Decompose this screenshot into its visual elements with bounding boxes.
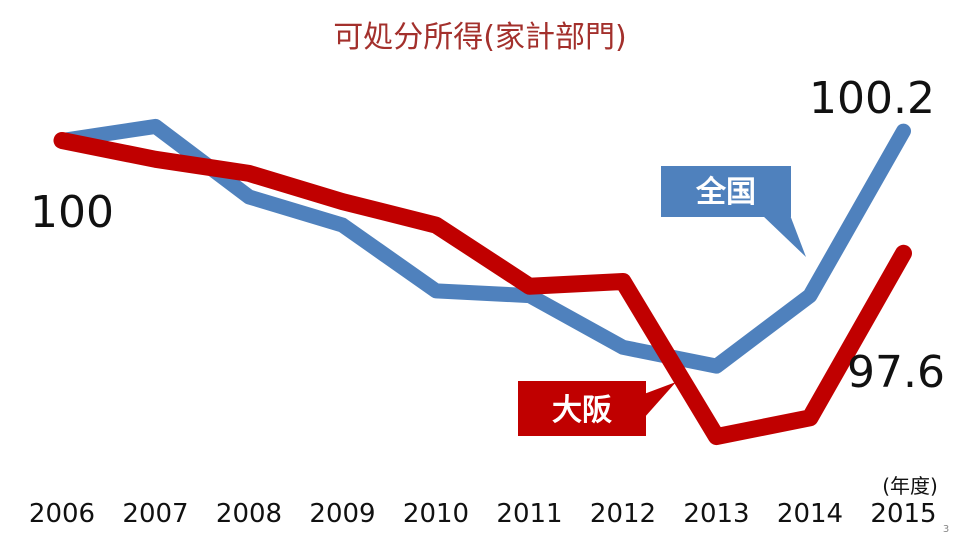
x-axis-ticks: 2006 2007 2008 2009 2010 2011 2012 2013 2014 2015 (29, 499, 937, 529)
x-tick-label: 2011 (496, 499, 562, 529)
callout-zenkoku-pointer (762, 215, 806, 257)
chart-title: 可処分所得(家計部門) (333, 20, 626, 55)
callout-osaka-pointer (644, 382, 676, 418)
legend-label-zenkoku: 全国 (695, 175, 756, 210)
x-tick-label: 2015 (870, 499, 936, 529)
x-tick-label: 2009 (309, 499, 375, 529)
x-tick-label: 2014 (777, 499, 843, 529)
callout-zenkoku-box (661, 166, 791, 217)
series-line-1 (53, 132, 912, 446)
x-tick-label: 2010 (403, 499, 469, 529)
x-axis-unit: (年度) (882, 474, 938, 498)
start-value-label: 100 (30, 187, 114, 238)
callout-zenkoku: 全国 (661, 166, 806, 257)
x-tick-label: 2012 (590, 499, 656, 529)
x-tick-label: 2007 (122, 499, 188, 529)
end-value-label-zenkoku: 100.2 (809, 73, 935, 124)
callout-osaka-box (518, 381, 646, 436)
page-number: 3 (943, 524, 949, 535)
legend-label-osaka: 大阪 (552, 393, 612, 428)
callout-osaka: 大阪 (518, 381, 676, 436)
x-tick-label: 2008 (216, 499, 282, 529)
series-lines (53, 118, 912, 446)
x-tick-label: 2013 (683, 499, 749, 529)
end-value-label-osaka: 97.6 (847, 347, 945, 398)
x-tick-label: 2006 (29, 499, 95, 529)
